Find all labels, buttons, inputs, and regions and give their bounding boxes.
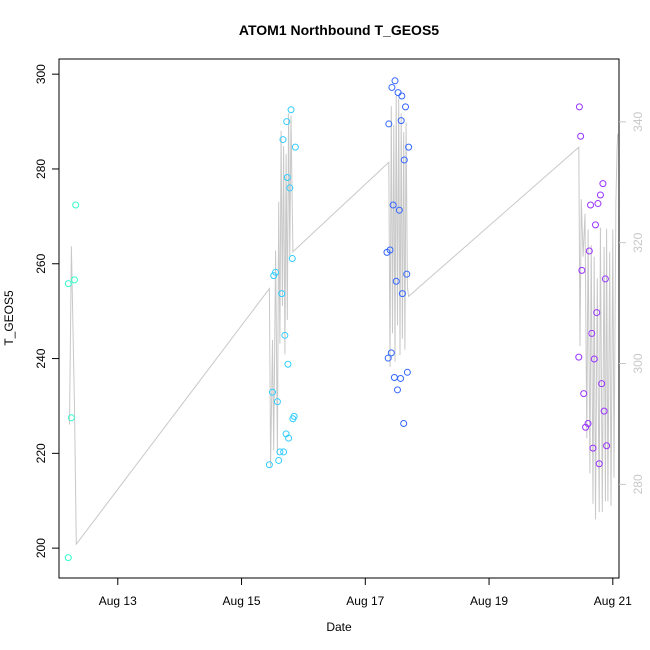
data-point-s2-6 — [276, 448, 284, 456]
data-point-s3-11 — [394, 89, 402, 97]
data-point-s4-18 — [599, 180, 607, 188]
data-point-s3-20 — [403, 270, 411, 278]
data-point-s2-15 — [285, 434, 293, 442]
data-point-s2-3 — [272, 268, 280, 276]
data-point-s4-2 — [577, 132, 585, 140]
data-point-s4-11 — [590, 355, 598, 363]
y-tick-label-0: 200 — [34, 538, 48, 558]
y2-tick-label-1: 300 — [631, 353, 645, 373]
data-point-s4-7 — [585, 247, 593, 255]
data-point-s3-13 — [397, 374, 405, 382]
data-point-s2-10 — [281, 331, 289, 339]
data-point-s2-14 — [284, 360, 292, 368]
y-tick-label-5: 300 — [34, 64, 48, 84]
data-point-s1-1 — [67, 414, 75, 422]
data-point-s3-2 — [385, 120, 393, 128]
data-point-s2-20 — [290, 412, 298, 420]
data-point-s2-12 — [283, 118, 291, 126]
data-point-s3-9 — [392, 277, 400, 285]
data-point-s2-2 — [270, 272, 278, 280]
data-point-s3-8 — [391, 77, 399, 85]
data-point-s2-8 — [279, 136, 287, 144]
series-line-secondary — [69, 95, 619, 546]
x-tick-label-3: Aug 19 — [470, 594, 508, 608]
data-point-s4-9 — [588, 329, 596, 337]
data-point-s2-5 — [275, 456, 283, 464]
data-point-s4-21 — [603, 442, 611, 450]
data-point-s4-3 — [578, 266, 586, 274]
plot-area: Aug 13 Aug 15 Aug 17 Aug 19 Aug 21 200 220 240 2… — [34, 58, 645, 608]
data-point-s4-1 — [575, 103, 583, 111]
data-point-s3-3 — [386, 246, 394, 254]
data-point-s3-12 — [395, 206, 403, 214]
data-point-s1-4 — [72, 201, 80, 209]
data-point-s3-19 — [402, 103, 410, 111]
data-point-s4-10 — [589, 444, 597, 452]
data-point-s1-0 — [64, 280, 72, 288]
data-point-s4-15 — [595, 460, 603, 468]
y2-tick-label-3: 340 — [631, 112, 645, 132]
data-point-s4-14 — [594, 200, 602, 208]
data-point-s3-18 — [400, 156, 408, 164]
data-point-s2-1 — [268, 388, 276, 396]
data-point-s1-2 — [64, 554, 72, 562]
data-point-s2-0 — [265, 461, 273, 469]
data-point-s2-7 — [278, 290, 286, 298]
data-point-s3-17 — [400, 419, 408, 427]
data-point-s2-4 — [273, 398, 281, 406]
data-point-s4-6 — [584, 419, 592, 427]
data-point-s3-6 — [389, 201, 397, 209]
data-point-s2-16 — [286, 184, 294, 192]
data-point-s2-18 — [288, 255, 296, 263]
data-point-s4-4 — [580, 390, 588, 398]
data-point-s2-17 — [287, 106, 295, 114]
data-point-s4-8 — [587, 201, 595, 209]
x-tick-label-4: Aug 21 — [594, 594, 632, 608]
x-tick-label-0: Aug 13 — [99, 594, 137, 608]
y2-tick-label-0: 280 — [631, 474, 645, 494]
x-axis-label: Date — [326, 620, 352, 634]
data-point-s3-1 — [384, 354, 392, 362]
data-point-s4-12 — [591, 221, 599, 229]
data-point-s3-14 — [397, 117, 405, 125]
data-point-s3-5 — [388, 83, 396, 91]
x-tick-label-1: Aug 15 — [223, 594, 261, 608]
plot-frame — [58, 58, 620, 579]
data-point-s3-7 — [390, 374, 398, 382]
data-point-s4-19 — [600, 407, 608, 415]
data-point-s3-10 — [393, 386, 401, 394]
data-point-s4-17 — [598, 380, 606, 388]
data-point-s3-15 — [398, 92, 406, 100]
y2-tick-label-2: 320 — [631, 232, 645, 252]
data-point-s3-16 — [398, 290, 406, 298]
y-axis-label: T_GEOS5 — [2, 290, 16, 346]
data-point-s4-16 — [596, 191, 604, 199]
data-point-s3-21 — [403, 368, 411, 376]
y-tick-label-4: 280 — [34, 159, 48, 179]
data-point-s2-21 — [291, 143, 299, 151]
data-point-s2-9 — [280, 448, 288, 456]
data-point-s4-13 — [593, 309, 601, 317]
data-point-s4-20 — [601, 275, 609, 283]
data-point-s1-3 — [70, 276, 78, 284]
y-tick-label-2: 240 — [34, 348, 48, 368]
y-tick-label-1: 220 — [34, 443, 48, 463]
y-tick-label-3: 260 — [34, 253, 48, 273]
chart-title: ATOM1 Northbound T_GEOS5 — [239, 22, 439, 38]
data-point-s2-13 — [283, 173, 291, 181]
data-point-s3-4 — [387, 349, 395, 357]
data-point-s4-0 — [575, 353, 583, 361]
x-tick-label-2: Aug 17 — [346, 594, 384, 608]
data-point-s3-22 — [405, 143, 413, 151]
